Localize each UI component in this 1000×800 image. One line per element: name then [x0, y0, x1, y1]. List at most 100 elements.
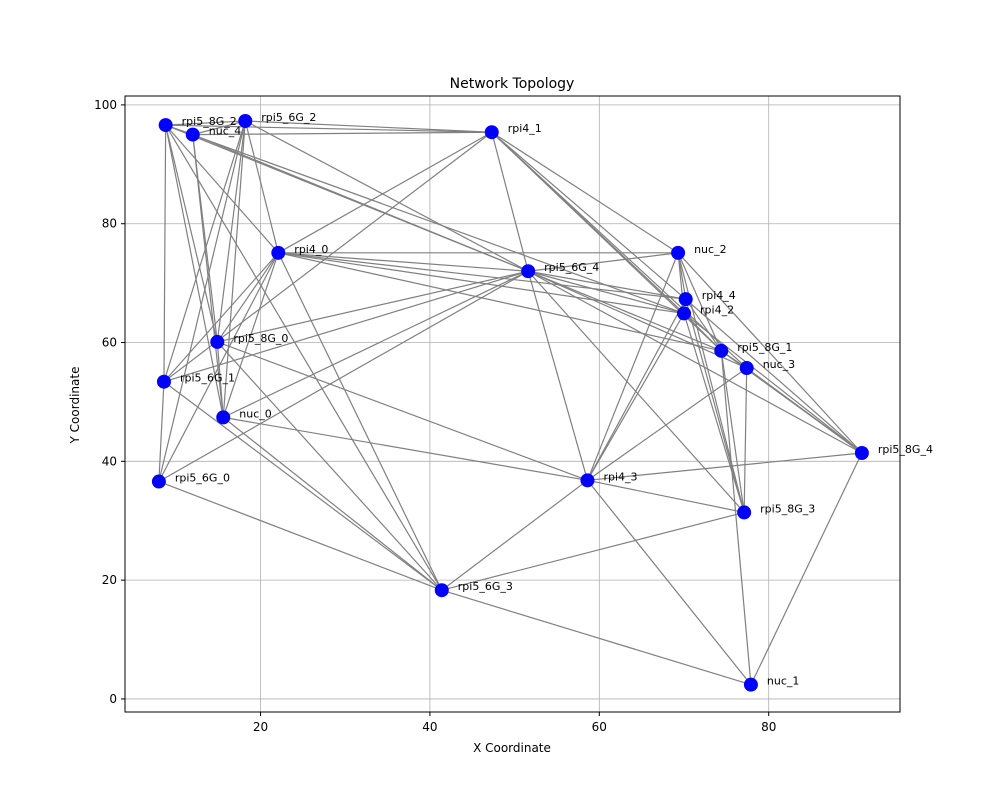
- node-label-rpi4_0: rpi4_0: [294, 243, 328, 256]
- edge-nuc_2-rpi4_3: [586, 252, 679, 481]
- edge-rpi4_2-rpi5_8G_4: [683, 312, 863, 454]
- node-label-rpi4_2: rpi4_2: [700, 303, 734, 316]
- edge-rpi5_8G_4-rpi4_3: [587, 452, 862, 481]
- plot-frame: [124, 95, 901, 713]
- edge-nuc_2-rpi5_8G_4: [677, 252, 863, 454]
- nodes-layer: [151, 113, 869, 692]
- node-rpi4_2[interactable]: [677, 306, 692, 321]
- edge-rpi5_8G_0-rpi4_3: [217, 341, 588, 481]
- node-nuc_1[interactable]: [743, 677, 758, 692]
- edge-rpi5_6G_4-nuc_0: [222, 270, 529, 418]
- node-label-rpi5_6G_3: rpi5_6G_3: [458, 580, 513, 593]
- edge-rpi5_6G_4-nuc_2: [528, 252, 679, 272]
- edge-rpi5_6G_3-rpi5_8G_3: [441, 511, 745, 591]
- node-nuc_4[interactable]: [185, 127, 200, 142]
- edge-rpi4_0-nuc_0: [222, 252, 279, 418]
- node-rpi4_3[interactable]: [580, 473, 595, 488]
- x-tick-label: 40: [422, 720, 437, 734]
- node-label-rpi4_1: rpi4_1: [508, 122, 542, 135]
- node-label-nuc_0: nuc_0: [239, 407, 272, 420]
- node-label-rpi5_8G_2: rpi5_8G_2: [182, 115, 237, 128]
- edge-rpi4_0-rpi5_6G_1: [163, 252, 279, 383]
- edge-rpi4_3-nuc_1: [586, 479, 752, 686]
- edge-rpi5_8G_1-rpi5_8G_3: [720, 350, 745, 513]
- edge-rpi5_8G_4-nuc_1: [750, 452, 863, 685]
- edge-nuc_4-rpi5_6G_4: [192, 134, 529, 272]
- y-tick-label: 20: [102, 573, 117, 587]
- edge-rpi4_0-rpi5_6G_0: [158, 252, 279, 482]
- y-tick-label: 80: [102, 217, 117, 231]
- node-label-rpi5_8G_0: rpi5_8G_0: [233, 332, 288, 345]
- node-rpi4_0[interactable]: [271, 245, 286, 260]
- node-rpi5_8G_4[interactable]: [854, 446, 869, 461]
- node-label-rpi5_8G_1: rpi5_8G_1: [737, 341, 792, 354]
- edge-rpi4_3-rpi5_6G_3: [441, 479, 588, 591]
- edge-rpi4_0-rpi5_8G_1: [278, 252, 722, 352]
- node-rpi5_6G_3[interactable]: [434, 583, 449, 598]
- edge-rpi4_2-rpi5_8G_1: [683, 312, 722, 352]
- edge-rpi5_6G_4-rpi5_6G_1: [163, 270, 529, 383]
- node-rpi5_8G_0[interactable]: [210, 334, 225, 349]
- edge-rpi4_0-rpi4_2: [278, 252, 685, 315]
- node-nuc_0[interactable]: [216, 410, 231, 425]
- x-tick-label: 20: [253, 720, 268, 734]
- x-axis-label: X Coordinate: [473, 741, 551, 755]
- edge-rpi5_8G_2-nuc_0: [165, 124, 224, 418]
- edge-rpi4_3-rpi5_8G_3: [587, 479, 745, 513]
- edge-rpi4_2-rpi5_8G_3: [683, 313, 745, 513]
- y-tick-label: 40: [102, 454, 117, 468]
- node-label-rpi5_8G_3: rpi5_8G_3: [760, 502, 815, 515]
- node-rpi4_1[interactable]: [484, 125, 499, 140]
- y-tick-label: 100: [94, 98, 117, 112]
- edge-rpi4_4-rpi5_8G_1: [685, 298, 722, 352]
- edge-nuc_2-rpi5_8G_1: [677, 252, 722, 352]
- edge-rpi4_4-rpi5_8G_4: [685, 298, 863, 454]
- edge-nuc_0-rpi4_3: [223, 416, 588, 481]
- edge-rpi5_6G_4-rpi4_4: [528, 270, 686, 300]
- edge-rpi5_6G_4-rpi5_8G_3: [527, 270, 745, 513]
- edge-rpi5_6G_2-nuc_0: [222, 120, 246, 418]
- edge-rpi5_6G_4-rpi5_8G_4: [527, 270, 863, 454]
- edge-rpi4_1-rpi4_4: [491, 131, 687, 300]
- edge-rpi5_8G_2-rpi5_6G_3: [165, 124, 443, 591]
- node-rpi5_6G_2[interactable]: [238, 113, 253, 128]
- y-tick-label: 60: [102, 336, 117, 350]
- edge-nuc_3-rpi5_8G_4: [746, 367, 863, 454]
- edge-rpi5_8G_2-rpi4_1: [165, 124, 492, 133]
- y-axis-label: Y Coordinate: [68, 367, 82, 445]
- edge-rpi4_4-rpi5_8G_3: [685, 298, 745, 513]
- edge-rpi4_1-nuc_2: [491, 131, 679, 254]
- edge-rpi4_0-rpi4_4: [278, 252, 686, 300]
- node-rpi4_4[interactable]: [678, 292, 693, 307]
- edge-rpi5_8G_2-rpi5_8G_0: [165, 124, 218, 343]
- node-rpi5_8G_3[interactable]: [737, 505, 752, 520]
- node-nuc_2[interactable]: [671, 245, 686, 260]
- edge-rpi5_6G_2-rpi4_0: [244, 120, 279, 253]
- node-nuc_3[interactable]: [739, 361, 754, 376]
- node-rpi5_6G_1[interactable]: [156, 374, 171, 389]
- node-label-rpi5_6G_1: rpi5_6G_1: [180, 372, 235, 385]
- edge-rpi5_6G_1-rpi5_6G_0: [158, 381, 165, 482]
- edge-rpi5_6G_2-rpi5_6G_0: [158, 120, 246, 482]
- node-label-nuc_4: nuc_4: [209, 125, 242, 138]
- y-tick-label: 0: [109, 692, 117, 706]
- edge-rpi5_6G_4-rpi5_8G_1: [527, 270, 722, 352]
- edge-nuc_4-rpi5_6G_2: [192, 120, 246, 136]
- edge-rpi5_6G_4-rpi5_8G_0: [217, 270, 529, 343]
- edge-rpi5_8G_2-rpi5_6G_2: [165, 120, 246, 126]
- node-label-rpi5_8G_4: rpi5_8G_4: [878, 443, 933, 456]
- node-rpi5_8G_1[interactable]: [714, 343, 729, 358]
- edge-rpi4_1-rpi4_0: [278, 131, 493, 254]
- edge-rpi5_8G_0-nuc_0: [216, 341, 224, 418]
- node-rpi5_6G_4[interactable]: [521, 264, 536, 279]
- edge-rpi5_6G_4-rpi4_2: [528, 270, 685, 314]
- edges-layer: [158, 120, 863, 686]
- node-rpi5_8G_2[interactable]: [158, 118, 173, 133]
- x-tick-label: 60: [592, 720, 607, 734]
- x-tick-label: 80: [761, 720, 776, 734]
- edge-rpi5_8G_2-rpi4_2: [165, 124, 685, 314]
- edge-rpi4_2-rpi4_3: [586, 313, 685, 481]
- node-rpi5_6G_0[interactable]: [151, 474, 166, 489]
- edge-rpi4_0-rpi5_6G_4: [278, 252, 529, 272]
